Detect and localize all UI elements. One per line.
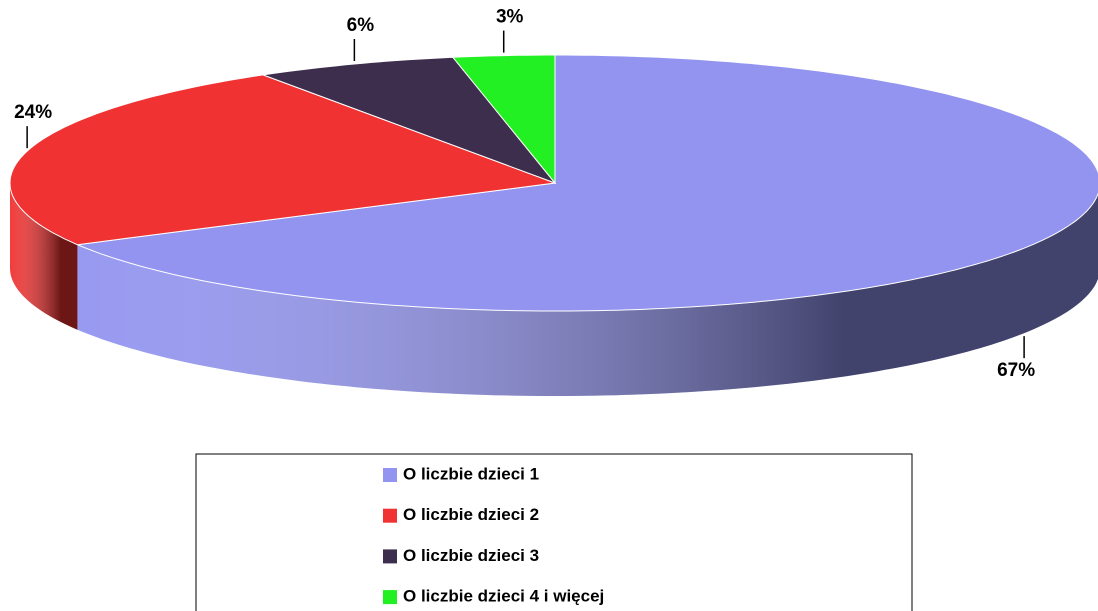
- data-label: 6%: [347, 15, 375, 36]
- slice-side-shade: [10, 183, 78, 330]
- pie-slice: [451, 54, 556, 185]
- data-label: 3%: [496, 7, 524, 28]
- slice-side-shade: [77, 193, 1098, 396]
- legend-label: O liczbie dzieci 4 i więcej: [403, 587, 604, 606]
- legend-label: O liczbie dzieci 3: [403, 546, 539, 565]
- slice-top: [9, 74, 556, 246]
- legend-label: O liczbie dzieci 2: [403, 505, 539, 524]
- data-label: 67%: [997, 360, 1035, 381]
- legend-swatch: [383, 468, 397, 482]
- pie-slice: [75, 54, 1098, 396]
- pie-slice: [262, 56, 557, 185]
- slice-top: [451, 54, 556, 185]
- legend-label: O liczbie dzieci 1: [403, 464, 539, 483]
- slice-top: [75, 54, 1098, 312]
- slice-top: [262, 56, 557, 185]
- legend-swatch: [383, 549, 397, 564]
- legend-box: [195, 453, 913, 611]
- data-label: 24%: [14, 102, 52, 123]
- legend-swatch: [383, 590, 397, 605]
- pie-slice: [9, 74, 556, 330]
- legend-swatch: [383, 508, 397, 523]
